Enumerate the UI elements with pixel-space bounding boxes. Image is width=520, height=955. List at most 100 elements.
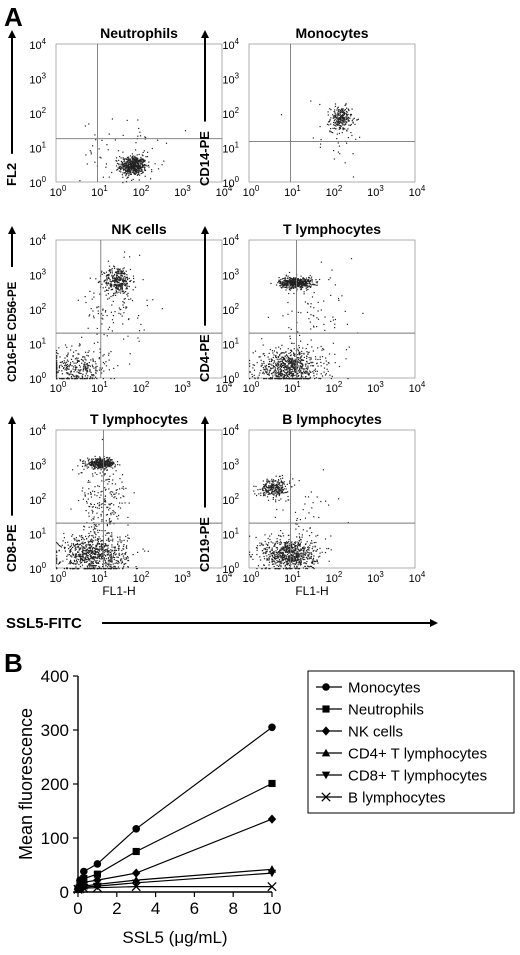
event-dot-2	[92, 359, 94, 361]
event-dot-2	[311, 540, 313, 542]
event-dot-1	[116, 160, 118, 162]
event-dot-1	[272, 498, 274, 500]
event-dot-2	[88, 541, 91, 543]
event-dot-2	[103, 554, 105, 556]
event-dot-2	[262, 372, 264, 374]
event-dot-1	[337, 142, 339, 144]
event-dot-2	[288, 373, 290, 375]
event-dot-2	[316, 548, 318, 551]
event-dot-1	[281, 481, 283, 483]
event-dot-2	[265, 370, 267, 372]
event-dot-2	[300, 541, 302, 543]
y-axis-label: CD4-PE	[197, 334, 212, 382]
event-dot-2	[270, 363, 272, 365]
event-dot-2	[249, 371, 251, 373]
event-dot-2	[144, 550, 146, 552]
event-dot-2	[83, 526, 86, 528]
event-dot-2	[121, 561, 124, 564]
event-dot-1	[269, 485, 271, 487]
event-dot-1	[127, 285, 129, 287]
event-dot-3	[98, 463, 100, 465]
event-dot-2	[281, 369, 283, 371]
event-dot-1	[117, 279, 119, 281]
event-dot-2	[118, 548, 120, 550]
event-dot-1	[122, 172, 124, 174]
event-dot-2	[80, 562, 82, 564]
event-dot-1	[94, 458, 96, 460]
event-dot-2	[144, 169, 146, 171]
y-tick-label: 104	[29, 233, 46, 248]
event-dot-1	[116, 279, 118, 281]
event-dot-2	[262, 353, 264, 355]
event-dot-2	[56, 365, 58, 368]
event-dot-2	[344, 123, 346, 126]
event-dot-2	[278, 358, 280, 360]
event-dot-1	[126, 160, 128, 162]
event-dot-2	[298, 525, 300, 527]
event-dot-2	[75, 367, 77, 369]
event-dot-1	[329, 118, 331, 121]
event-dot-2	[91, 375, 93, 377]
event-dot-2	[70, 555, 72, 557]
event-dot-3	[80, 472, 82, 474]
event-dot-2	[299, 362, 301, 365]
event-dot-2	[297, 378, 299, 380]
event-dot-2	[88, 564, 90, 566]
event-dot-1	[126, 163, 128, 165]
event-dot-2	[103, 546, 105, 548]
event-dot-2	[300, 549, 302, 551]
event-dot-2	[270, 358, 272, 360]
event-dot-1	[134, 168, 136, 170]
event-dot-2	[114, 547, 116, 549]
event-dot-2	[112, 556, 114, 558]
event-dot-2	[301, 365, 303, 367]
event-dot-1	[101, 283, 103, 285]
event-dot-2	[142, 548, 144, 550]
event-dot-1	[274, 488, 276, 490]
event-dot-1	[339, 126, 341, 128]
event-dot-2	[117, 365, 119, 367]
event-dot-1	[111, 463, 113, 465]
event-dot-2	[96, 560, 98, 562]
event-dot-2	[104, 562, 106, 565]
event-dot-1	[125, 171, 127, 173]
event-dot-2	[311, 532, 313, 534]
event-dot-2	[66, 378, 68, 380]
event-dot-3	[310, 303, 312, 305]
event-dot-2	[313, 372, 315, 374]
event-dot-1	[132, 171, 134, 174]
event-dot-1	[126, 158, 128, 160]
event-dot-2	[274, 367, 276, 369]
y-tick-label: 101	[29, 141, 46, 156]
event-dot-3	[91, 512, 94, 514]
event-dot-3	[101, 323, 103, 325]
event-dot-1	[122, 158, 124, 160]
event-dot-2	[98, 536, 100, 538]
event-dot-2	[114, 566, 116, 568]
event-dot-1	[278, 483, 281, 485]
event-dot-1	[90, 465, 92, 467]
event-dot-1	[119, 268, 121, 270]
event-dot-2	[307, 548, 309, 550]
event-dot-1	[122, 270, 124, 272]
event-dot-3	[88, 515, 90, 517]
event-dot-1	[342, 129, 344, 131]
event-dot-1	[123, 283, 125, 285]
event-dot-2	[268, 370, 271, 372]
event-dot-3	[115, 470, 117, 472]
event-dot-3	[101, 511, 103, 513]
event-dot-1	[102, 287, 104, 289]
event-dot-1	[284, 280, 286, 282]
event-dot-1	[104, 290, 106, 292]
event-dot-3	[91, 509, 93, 511]
event-dot-2	[346, 142, 348, 144]
event-dot-2	[108, 359, 110, 361]
event-dot-2	[87, 375, 89, 377]
event-dot-3	[107, 328, 109, 330]
event-dot-1	[118, 271, 120, 273]
event-dot-2	[56, 371, 58, 373]
event-dot-1	[128, 277, 130, 279]
event-dot-1	[276, 486, 278, 488]
event-dot-2	[306, 370, 308, 372]
